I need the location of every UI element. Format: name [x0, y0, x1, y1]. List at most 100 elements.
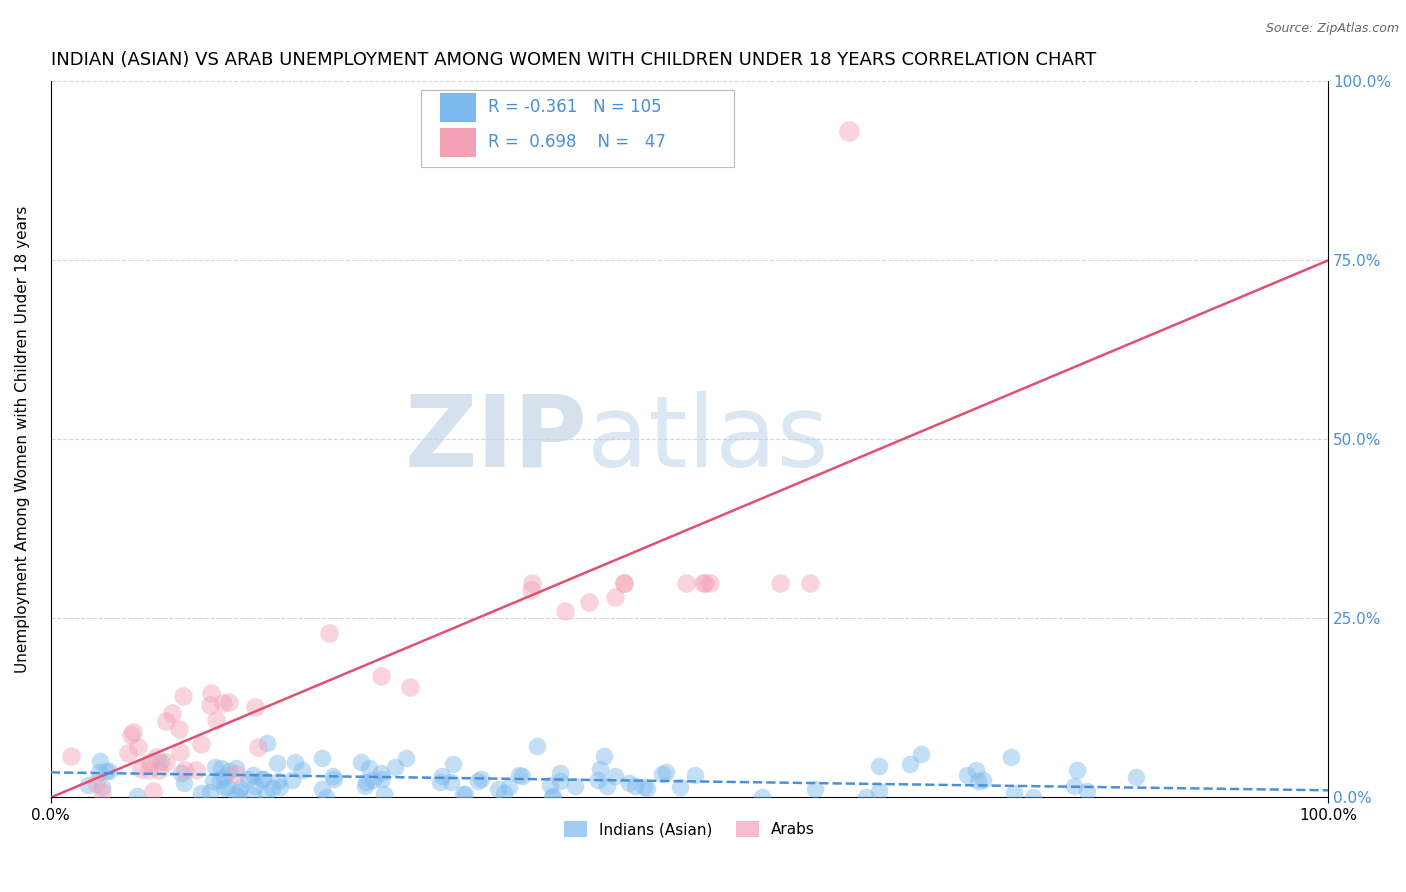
Point	[315, 789, 337, 804]
Point	[617, 775, 640, 789]
Point	[769, 575, 792, 590]
Legend: Indians (Asian), Arabs: Indians (Asian), Arabs	[558, 815, 821, 844]
Point	[370, 669, 392, 683]
Point	[218, 695, 240, 709]
Point	[470, 772, 492, 786]
Text: R =  0.698    N =   47: R = 0.698 N = 47	[488, 134, 665, 152]
Point	[1125, 770, 1147, 784]
Point	[868, 759, 890, 773]
Point	[550, 773, 572, 788]
Point	[200, 685, 222, 699]
Point	[256, 736, 278, 750]
Point	[1066, 763, 1088, 777]
Point	[250, 772, 273, 786]
Point	[354, 775, 377, 789]
Point	[211, 696, 233, 710]
Point	[804, 782, 827, 797]
Point	[972, 773, 994, 788]
Point	[395, 751, 418, 765]
Text: atlas: atlas	[588, 391, 830, 488]
Point	[200, 698, 222, 712]
Point	[291, 763, 314, 777]
Point	[1000, 749, 1022, 764]
Point	[160, 706, 183, 720]
Text: ZIP: ZIP	[405, 391, 588, 488]
Point	[354, 779, 377, 793]
Point	[246, 740, 269, 755]
Point	[139, 756, 162, 770]
Point	[214, 781, 236, 796]
Point	[361, 772, 384, 787]
Point	[225, 761, 247, 775]
Point	[311, 782, 333, 797]
Point	[184, 763, 207, 777]
Point	[84, 776, 107, 790]
Text: R = -0.361   N = 105: R = -0.361 N = 105	[488, 98, 661, 116]
Point	[541, 789, 564, 803]
Point	[498, 780, 520, 794]
Point	[262, 780, 284, 795]
Point	[453, 787, 475, 801]
Point	[87, 764, 110, 779]
Point	[254, 788, 277, 802]
Point	[281, 773, 304, 788]
Point	[799, 575, 821, 590]
Point	[699, 575, 721, 590]
Point	[245, 779, 267, 793]
Point	[190, 786, 212, 800]
Point	[150, 755, 173, 769]
Point	[373, 787, 395, 801]
Point	[430, 768, 453, 782]
Point	[384, 760, 406, 774]
Point	[510, 768, 533, 782]
Point	[605, 590, 627, 604]
Point	[370, 772, 392, 786]
Point	[429, 775, 451, 789]
Point	[96, 764, 118, 779]
Point	[170, 766, 193, 780]
Point	[695, 575, 717, 590]
Point	[486, 781, 509, 796]
Point	[1022, 789, 1045, 804]
Point	[242, 768, 264, 782]
Point	[398, 681, 420, 695]
Point	[252, 772, 274, 787]
Point	[526, 739, 548, 753]
Point	[683, 768, 706, 782]
Point	[209, 760, 232, 774]
Point	[91, 785, 114, 799]
Bar	[440, 128, 477, 157]
Point	[578, 595, 600, 609]
Point	[564, 779, 586, 793]
Point	[359, 761, 381, 775]
Point	[228, 785, 250, 799]
Point	[898, 757, 921, 772]
Point	[633, 780, 655, 794]
Point	[440, 774, 463, 789]
Point	[508, 767, 530, 781]
Point	[1063, 779, 1085, 793]
Bar	[440, 93, 477, 121]
Point	[855, 789, 877, 804]
Point	[120, 727, 142, 741]
Point	[266, 756, 288, 770]
Point	[242, 788, 264, 802]
Point	[122, 725, 145, 739]
Point	[520, 583, 543, 598]
Point	[467, 774, 489, 789]
Point	[370, 766, 392, 780]
Point	[172, 689, 194, 703]
Point	[215, 780, 238, 795]
Point	[98, 764, 121, 779]
Point	[624, 779, 647, 793]
Point	[91, 780, 114, 794]
Point	[169, 745, 191, 759]
Point	[868, 783, 890, 797]
Point	[669, 780, 692, 795]
Point	[692, 575, 714, 590]
Point	[593, 748, 616, 763]
Point	[451, 787, 474, 801]
Point	[1002, 786, 1025, 800]
Point	[225, 766, 247, 780]
Point	[60, 749, 83, 764]
